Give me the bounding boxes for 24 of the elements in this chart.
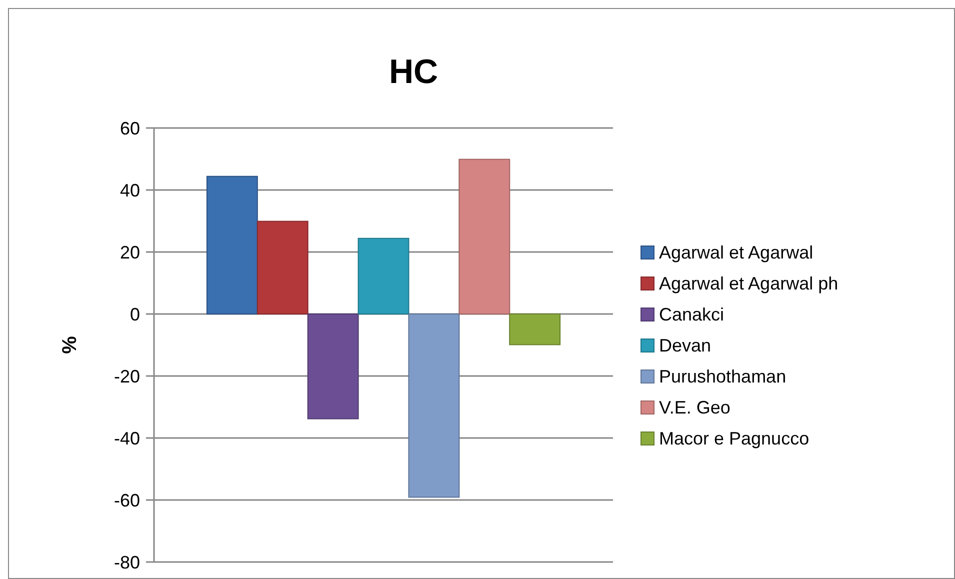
y-tick-label: -60 — [114, 490, 140, 510]
bar — [256, 220, 308, 314]
y-tick-label: 0 — [130, 304, 140, 324]
chart-title: HC — [388, 53, 438, 91]
y-tick-label: -80 — [114, 552, 140, 572]
bar — [206, 176, 258, 314]
bar — [458, 158, 510, 314]
legend-label: Macor e Pagnucco — [659, 428, 810, 448]
y-tick-label: 20 — [120, 242, 140, 262]
y-tick-label: 40 — [120, 180, 140, 200]
legend-label: Canakci — [659, 304, 724, 324]
bar — [509, 314, 561, 346]
y-axis-title: % — [59, 336, 81, 354]
legend-label: Agarwal et Agarwal — [659, 242, 814, 262]
legend-label: V.E. Geo — [659, 397, 730, 418]
legend-label: Purushothaman — [659, 366, 786, 386]
legend-label: Agarwal et Agarwal ph — [659, 273, 838, 294]
y-tick-label: -20 — [114, 366, 140, 386]
y-tick-label: -40 — [114, 428, 140, 448]
bar — [307, 314, 359, 420]
legend-label: Devan — [659, 335, 712, 356]
y-tick-label: 60 — [120, 118, 140, 138]
bar — [408, 314, 460, 498]
bar — [358, 238, 410, 314]
